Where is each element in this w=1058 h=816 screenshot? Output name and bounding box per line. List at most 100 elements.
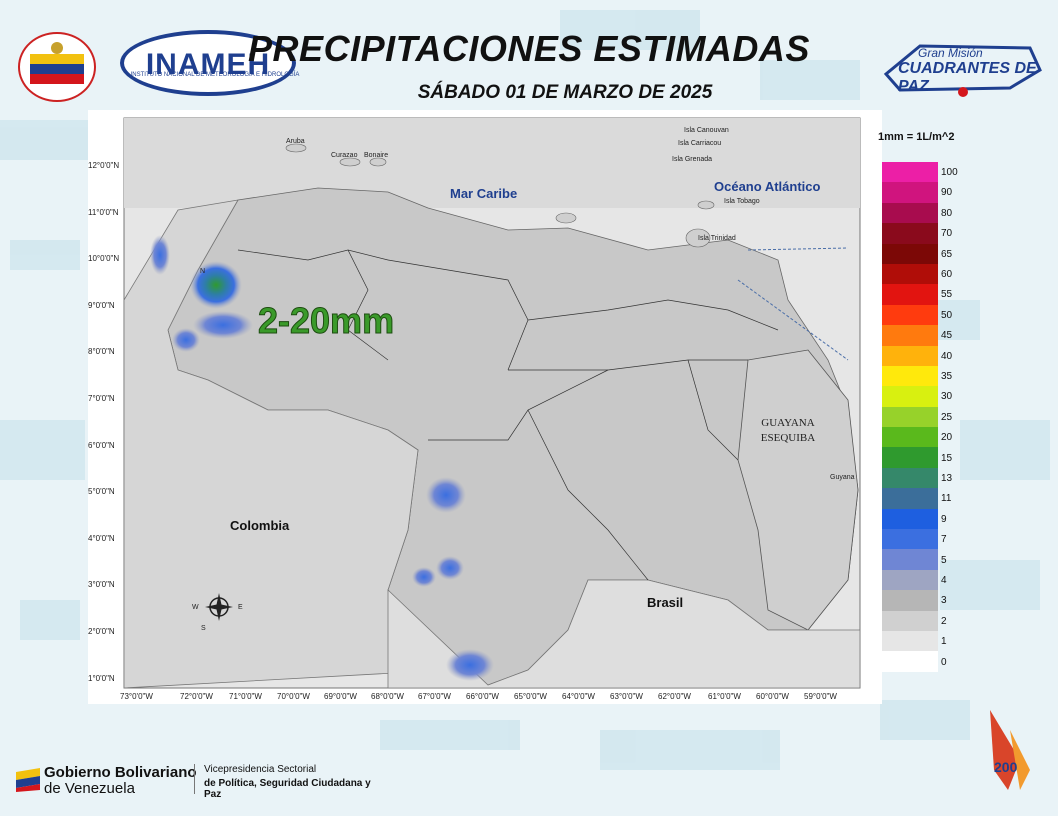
map-canvas	[123, 117, 861, 689]
legend-value: 5	[941, 554, 947, 566]
lon-label: 64°0'0"W	[562, 692, 595, 701]
gobierno-bolivariano-footer: Gobierno Bolivariano de Venezuela Vicepr…	[14, 762, 384, 800]
legend-unit: 1mm = 1L/m^2	[878, 131, 955, 143]
legend-value: 7	[941, 534, 947, 546]
lon-label: 69°0'0"W	[324, 692, 357, 701]
rain-zulia	[190, 261, 242, 309]
label-colombia: Colombia	[230, 518, 290, 533]
label-oceano-atlantico: Océano Atlántico	[714, 179, 821, 194]
compass-north-label: N	[200, 268, 206, 275]
lat-label: 11°0'0"N	[88, 208, 119, 217]
legend-swatch	[882, 467, 938, 489]
lat-label: 4°0'0"N	[88, 534, 115, 543]
cuadrantes-line2: CUADRANTES DE PAZ	[898, 60, 1037, 95]
legend-swatch	[882, 427, 938, 448]
legend-value: 1	[941, 636, 947, 648]
legend-swatch	[882, 569, 938, 591]
precipitation-map: N S W E 12°0'0"N 11°0'0"N 10°0'0"N 9°0'0…	[88, 110, 882, 704]
page-title: PRECIPITACIONES ESTIMADAS	[248, 28, 810, 69]
lat-label: 9°0'0"N	[88, 301, 115, 310]
vice-line1: Vicepresidencia Sectorial	[204, 764, 317, 775]
legend-swatch	[882, 529, 938, 550]
legend-value: 70	[941, 228, 953, 240]
label-bonaire: Bonaire	[364, 152, 389, 159]
legend-swatch	[882, 590, 938, 611]
legend-swatch	[882, 325, 938, 346]
legend-value: 55	[941, 289, 953, 301]
lat-label: 12°0'0"N	[88, 161, 120, 170]
cuadrantes-de-paz-logo: Gran Misión CUADRANTES DE PAZ	[880, 38, 1050, 102]
lon-label: 73°0'0"W	[120, 692, 153, 701]
compass-rose	[205, 593, 233, 621]
cuadrantes-line1: Gran Misión	[918, 46, 983, 60]
label-canouan: Isla Canouvan	[684, 127, 729, 134]
legend-swatch	[882, 223, 938, 244]
label-trinidad: Isla Trinidad	[698, 235, 736, 242]
lon-label: 68°0'0"W	[371, 692, 404, 701]
legend-swatch	[882, 651, 938, 672]
inameh-logo-subtitle: INSTITUTO NACIONAL DE METEOROLOGÍA E HID…	[130, 72, 300, 78]
legend-swatch	[882, 263, 938, 285]
legend-swatch	[882, 630, 938, 652]
lat-label: 6°0'0"N	[88, 441, 115, 450]
compass-south-label: S	[201, 625, 206, 632]
legend-swatch	[882, 243, 938, 264]
gobierno-seal-logo	[18, 32, 96, 102]
venezuela-flag-icon	[16, 768, 40, 792]
legend-value: 25	[941, 411, 953, 423]
legend-swatch	[882, 365, 938, 387]
svg-text:200: 200	[994, 759, 1018, 775]
legend-swatch	[882, 447, 938, 468]
lon-label: 60°0'0"W	[756, 692, 789, 701]
legend-value: 90	[941, 187, 953, 199]
guayana-landmass	[737, 349, 859, 631]
legend-value: 15	[941, 452, 953, 464]
legend-swatch	[882, 610, 938, 631]
legend-value: 4	[941, 575, 947, 586]
inameh-logo-text: INAMEH	[145, 48, 271, 81]
precipitation-legend	[882, 162, 938, 672]
legend-swatch	[882, 549, 938, 570]
lat-label: 8°0'0"N	[88, 347, 115, 356]
legend-swatch	[882, 304, 938, 326]
bicentenario-logo: 200	[980, 700, 1036, 800]
lon-label: 62°0'0"W	[658, 692, 691, 701]
lon-label: 59°0'0"W	[804, 692, 837, 701]
lat-label: 3°0'0"N	[88, 580, 115, 589]
legend-value: 65	[941, 248, 953, 260]
legend-value: 0	[941, 656, 947, 668]
legend-value: 80	[941, 207, 953, 219]
label-mar-caribe: Mar Caribe	[450, 186, 518, 201]
legend-swatch	[882, 202, 938, 224]
legend-swatch	[882, 386, 938, 407]
label-guyana: Guyana	[830, 474, 855, 481]
lat-label: 7°0'0"N	[88, 394, 115, 403]
lat-label: 5°0'0"N	[88, 487, 115, 496]
legend-value: 40	[941, 350, 953, 362]
legend-value: 45	[941, 330, 953, 342]
legend-value: 60	[941, 269, 953, 280]
rain-amazonas-south	[446, 649, 494, 681]
inameh-logo: INAMEH	[120, 30, 296, 96]
label-brasil: Brasil	[647, 595, 684, 610]
compass-west-label: W	[192, 604, 199, 611]
legend-value: 35	[941, 371, 953, 382]
lon-label: 71°0'0"W	[229, 692, 262, 701]
rainfall-range-annotation: 2-20mm	[257, 300, 395, 342]
label-carriacou: Isla Carriacou	[678, 140, 722, 147]
legend-value: 13	[941, 473, 953, 484]
compass-east-label: E	[238, 604, 243, 611]
lon-label: 63°0'0"W	[610, 692, 643, 701]
legend-swatch	[882, 345, 938, 366]
legend-value: 20	[941, 432, 953, 444]
legend-value: 100	[941, 167, 958, 178]
label-aruba: Aruba	[286, 138, 305, 145]
legend-swatch	[882, 406, 938, 428]
legend-swatch	[882, 162, 938, 183]
legend-value: 2	[941, 615, 947, 627]
brasil-landmass	[387, 579, 861, 689]
lat-label: 1°0'0"N	[88, 674, 115, 683]
legend-value: 50	[941, 309, 953, 321]
footer-divider	[194, 764, 195, 794]
label-tobago: Isla Tobago	[724, 198, 760, 205]
